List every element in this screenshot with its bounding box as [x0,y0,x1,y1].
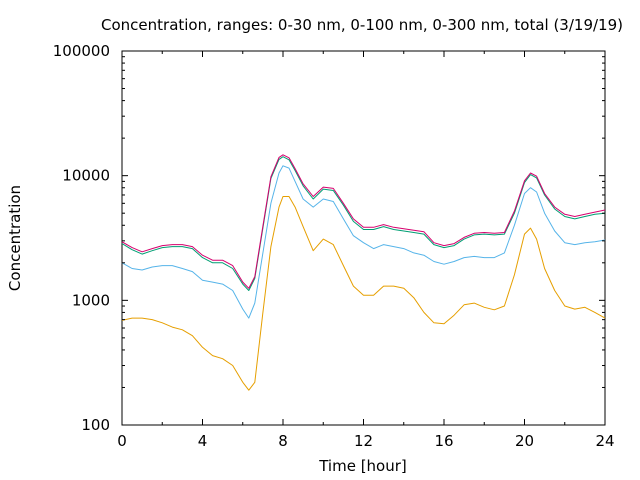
x-tick-label: 8 [278,432,288,450]
y-axis-label: Concentration [6,185,24,291]
x-axis: 0 4 8 12 16 20 24 [117,51,615,450]
x-axis-label: Time [hour] [318,457,407,475]
x-tick-label: 12 [354,432,373,450]
x-tick-label: 4 [198,432,208,450]
series-group [121,154,606,391]
y-axis: 100 1000 10000 100000 [53,42,605,434]
series-line-0-100-nm [121,165,606,319]
series-line-0-30-nm [121,196,606,391]
x-tick-label: 20 [515,432,534,450]
plot-frame [121,50,606,426]
x-tick-label: 16 [434,432,453,450]
x-tick-label: 24 [595,432,614,450]
chart-title: Concentration, ranges: 0-30 nm, 0-100 nm… [101,16,623,34]
series-line-0-300-nm [121,156,606,291]
y-tick-label: 100000 [53,42,110,60]
y-tick-label: 100 [81,416,110,434]
series-line-total [121,154,606,289]
x-tick-label: 0 [117,432,127,450]
y-tick-label: 1000 [72,291,110,309]
y-tick-label: 10000 [62,167,110,185]
